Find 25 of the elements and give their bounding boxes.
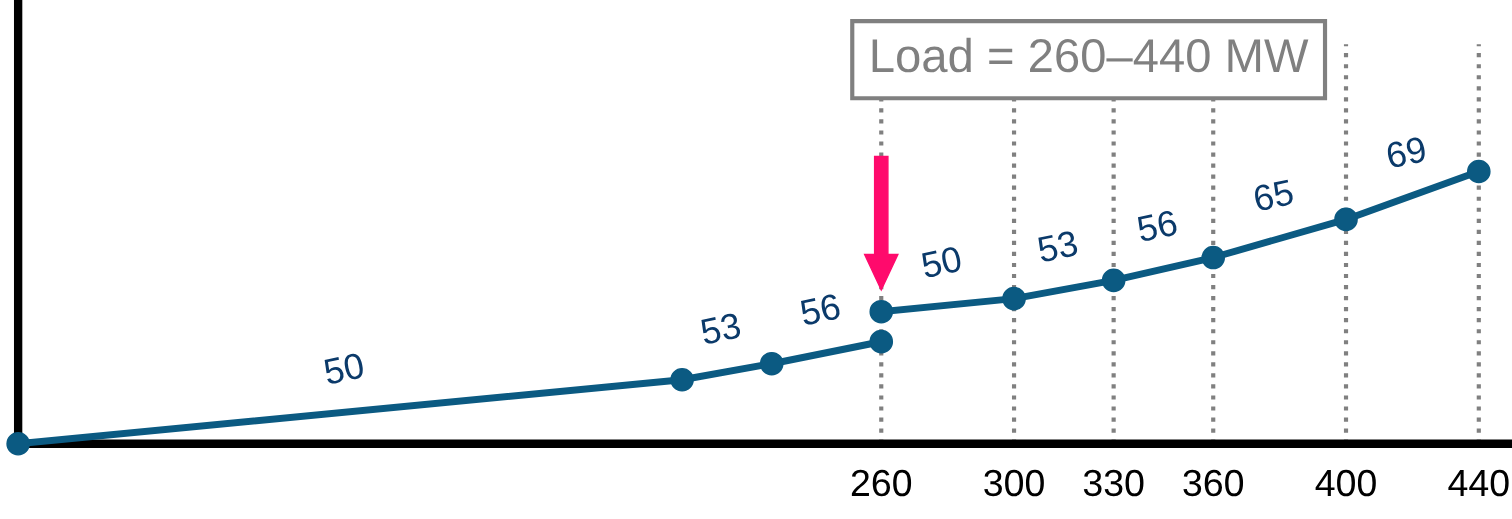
annotation: 65 (1252, 179, 1295, 212)
annotation: 56 (799, 293, 842, 326)
point (6, 431, 30, 456)
annotation: 53 (699, 312, 742, 346)
x-tick-label: 330 (1083, 469, 1144, 497)
text: Load = 260–440 MW (872, 37, 1309, 73)
point (1002, 286, 1026, 311)
point (1466, 159, 1491, 184)
annotation: 56 (1136, 209, 1178, 243)
annotation: 53 (1036, 230, 1079, 263)
annotation: 50 (920, 245, 963, 279)
annotation: 50 (323, 352, 365, 386)
point (1201, 245, 1226, 270)
point (1101, 268, 1126, 293)
x-tick-label: 440 (1448, 469, 1509, 497)
point (869, 299, 894, 324)
x-tick-label: 300 (984, 469, 1044, 497)
point (1334, 207, 1358, 232)
text: 69 (1385, 136, 1427, 169)
x-tick-label: 400 (1315, 469, 1376, 497)
point (759, 351, 784, 376)
point (670, 367, 694, 392)
point (869, 329, 894, 354)
x-tick-label: 260 (851, 469, 912, 497)
x-tick-label: 360 (1183, 469, 1244, 497)
